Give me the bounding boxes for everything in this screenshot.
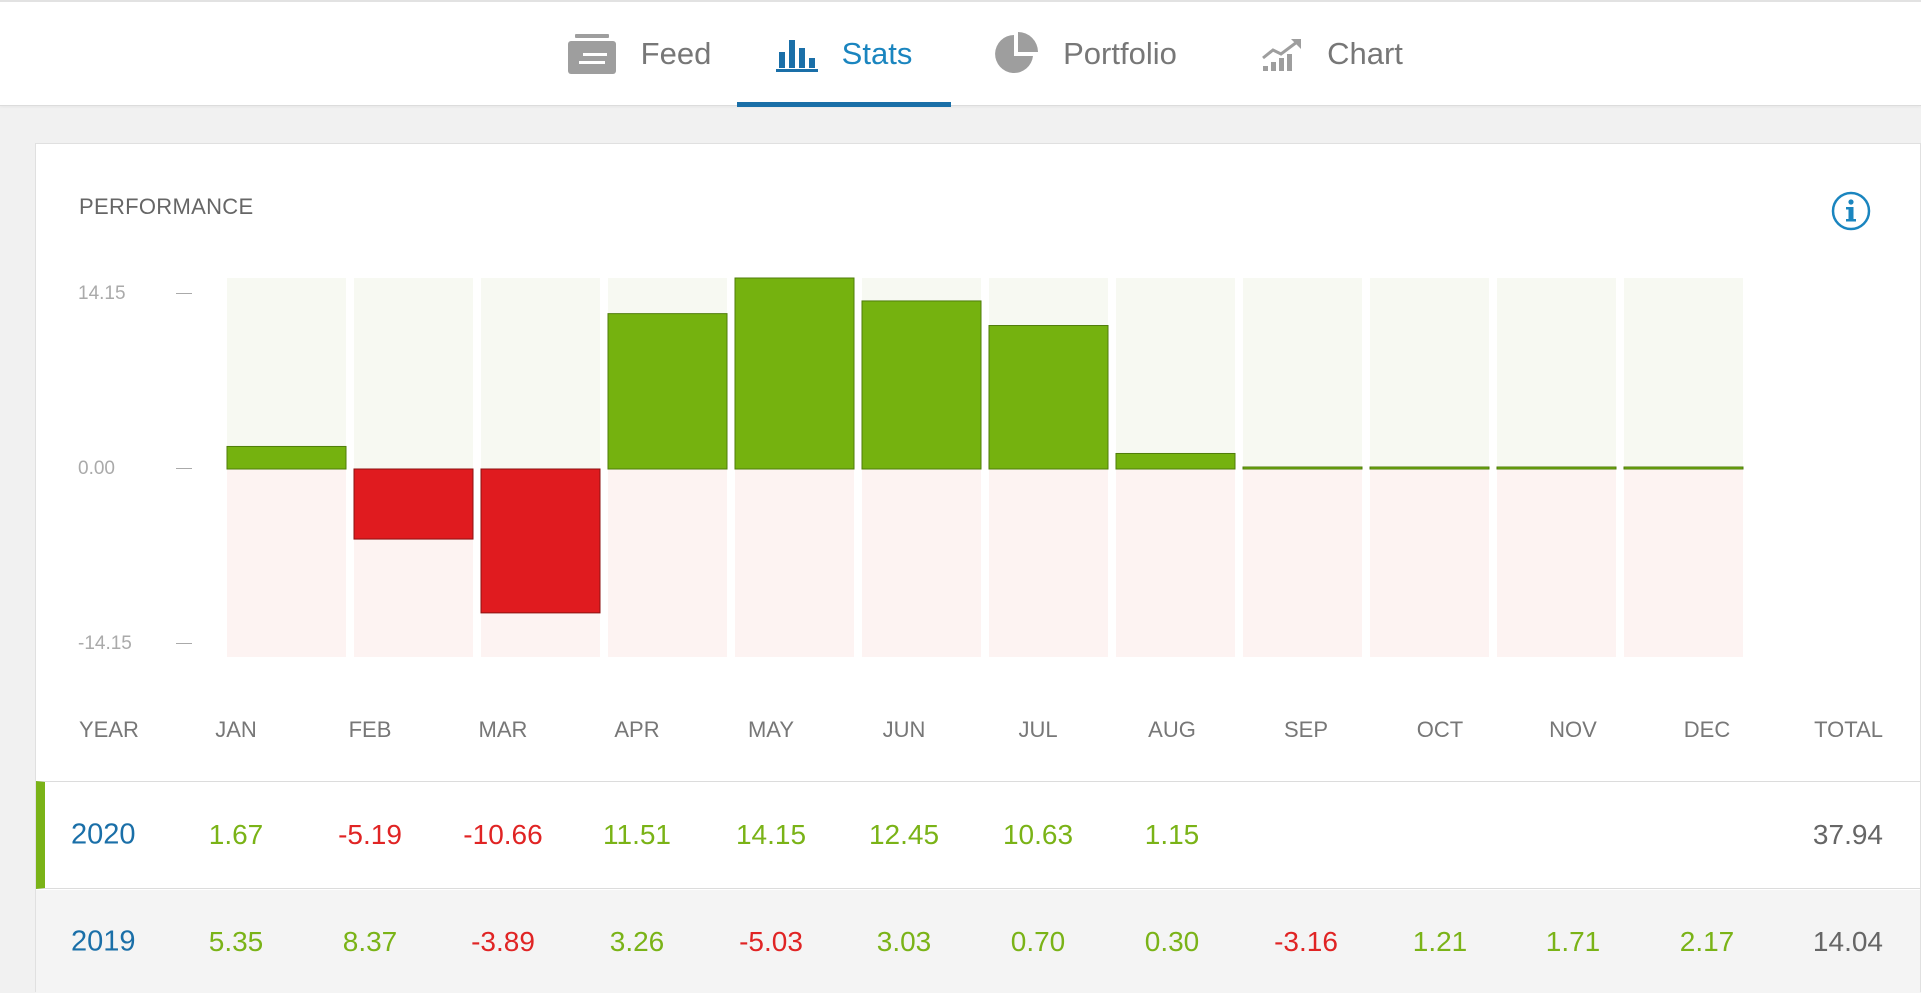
- month-value-cell: 11.51: [603, 819, 671, 850]
- month-header-jun: JUN: [882, 717, 926, 742]
- y-tick-label: 0.00: [78, 458, 115, 479]
- tab-bar: Feed Stats Portfolio: [0, 2, 1921, 107]
- year-link[interactable]: 2020: [71, 818, 136, 851]
- month-header-may: MAY: [747, 717, 795, 742]
- bar-background-positive: [1116, 278, 1235, 469]
- tab-portfolio[interactable]: Portfolio: [991, 2, 1179, 106]
- bar-background-negative: [989, 469, 1108, 657]
- bar-background-positive: [354, 278, 473, 469]
- tab-feed-label: Feed: [640, 36, 712, 71]
- bar-background-positive: [227, 278, 346, 469]
- year-row-2019[interactable]: 2019 5.35 8.37 -3.89 3.26 -5.03 3.03 0.70 0.30 -3…: [36, 890, 1920, 993]
- feed-icon: [567, 33, 617, 75]
- bar-background-negative: [1624, 469, 1743, 657]
- bar-dec[interactable]: [1623, 466, 1744, 470]
- bar-chart-icon: [775, 36, 818, 72]
- month-value-cell: -3.16: [1274, 925, 1338, 957]
- month-value-cell: 10.63: [1002, 819, 1074, 850]
- tab-chart[interactable]: Chart: [1259, 2, 1405, 106]
- bar-aug[interactable]: [1115, 452, 1236, 470]
- bar-feb[interactable]: [353, 468, 474, 540]
- y-tick-mark: [176, 643, 192, 644]
- year-link[interactable]: 2019: [71, 925, 136, 957]
- performance-card: PERFORMANCE 14.15 0.00 -14.15 YEAR JAN FEB…: [35, 143, 1921, 993]
- top-navigation-bar: Feed Stats Portfolio: [0, 0, 1921, 107]
- performance-title: PERFORMANCE: [79, 194, 254, 219]
- month-value-cell: 5.35: [208, 925, 264, 957]
- month-header-jul: JUL: [1018, 717, 1058, 742]
- month-header-dec: DEC: [1683, 717, 1731, 742]
- bar-may[interactable]: [734, 277, 855, 470]
- month-value-cell: 0.70: [1010, 925, 1066, 957]
- month-value-cell: 3.26: [609, 925, 665, 957]
- bar-background-negative: [1370, 469, 1489, 657]
- month-header-row: YEAR JAN FEB MAR APR MAY JUN JUL AUG SEP OCT NOV DEC…: [36, 717, 1920, 747]
- year-column-header: YEAR: [79, 717, 139, 742]
- tab-feed[interactable]: Feed: [553, 2, 725, 106]
- bar-jun[interactable]: [861, 300, 982, 470]
- month-header-nov: NOV: [1549, 717, 1597, 742]
- line-chart-icon: [1261, 36, 1303, 72]
- bar-mar[interactable]: [480, 468, 601, 614]
- tab-stats-label: Stats: [841, 36, 913, 71]
- month-value-cell: -5.19: [338, 819, 402, 850]
- bar-background-negative: [1497, 469, 1616, 657]
- bar-nov[interactable]: [1496, 466, 1617, 470]
- bar-sep[interactable]: [1242, 466, 1363, 470]
- bar-background-negative: [1116, 469, 1235, 657]
- y-tick-mark: [176, 468, 192, 469]
- month-header-feb: FEB: [348, 717, 392, 742]
- bar-background-negative: [227, 469, 346, 657]
- bar-background-positive: [481, 278, 600, 469]
- month-value-cell: 1.67: [208, 819, 264, 850]
- month-value-cell: -10.66: [463, 819, 543, 850]
- performance-bar-chart: [226, 277, 1744, 657]
- month-value-cell: 2.17: [1679, 925, 1735, 957]
- tab-chart-label: Chart: [1327, 36, 1403, 71]
- year-total-cell: 14.04: [1812, 925, 1883, 957]
- bar-oct[interactable]: [1369, 466, 1490, 470]
- month-value-cell: 12.45: [868, 819, 940, 850]
- month-header-jan: JAN: [215, 717, 257, 742]
- month-value-cell: 0.30: [1144, 925, 1200, 957]
- year-total-cell: 37.94: [1812, 819, 1883, 850]
- info-icon[interactable]: [1831, 191, 1871, 231]
- month-value-cell: 1.15: [1144, 819, 1200, 850]
- bar-background-positive: [1497, 278, 1616, 469]
- month-value-cell: 1.71: [1545, 925, 1601, 957]
- month-header-oct: OCT: [1416, 717, 1464, 742]
- y-tick-mark: [176, 293, 192, 294]
- tab-portfolio-label: Portfolio: [1063, 36, 1177, 71]
- bar-jul[interactable]: [988, 325, 1109, 470]
- bar-jan[interactable]: [226, 445, 347, 470]
- bar-background-negative: [862, 469, 981, 657]
- month-header-aug: AUG: [1148, 717, 1196, 742]
- total-column-header: TOTAL: [1814, 717, 1883, 742]
- month-value-cell: 3.03: [876, 925, 932, 957]
- bar-background-positive: [1370, 278, 1489, 469]
- tab-stats[interactable]: Stats: [737, 2, 951, 107]
- year-row-2020[interactable]: 2020 1.67 -5.19 -10.66 11.51 14.15 12.45 10.63 1…: [36, 781, 1920, 889]
- month-header-mar: MAR: [478, 717, 528, 742]
- bar-apr[interactable]: [607, 313, 728, 470]
- month-header-apr: APR: [614, 717, 660, 742]
- month-header-sep: SEP: [1283, 717, 1329, 742]
- month-value-cell: -5.03: [739, 925, 803, 957]
- bar-background-positive: [1624, 278, 1743, 469]
- bar-background-negative: [1243, 469, 1362, 657]
- month-value-cell: -3.89: [471, 925, 535, 957]
- bar-background-negative: [735, 469, 854, 657]
- month-value-cell: 14.15: [735, 819, 807, 850]
- month-value-cell: 1.21: [1412, 925, 1468, 957]
- bar-background-negative: [608, 469, 727, 657]
- bar-background-positive: [1243, 278, 1362, 469]
- y-tick-label: -14.15: [78, 633, 132, 654]
- y-tick-label: 14.15: [78, 283, 126, 304]
- pie-chart-icon: [993, 31, 1039, 77]
- month-value-cell: 8.37: [342, 925, 398, 957]
